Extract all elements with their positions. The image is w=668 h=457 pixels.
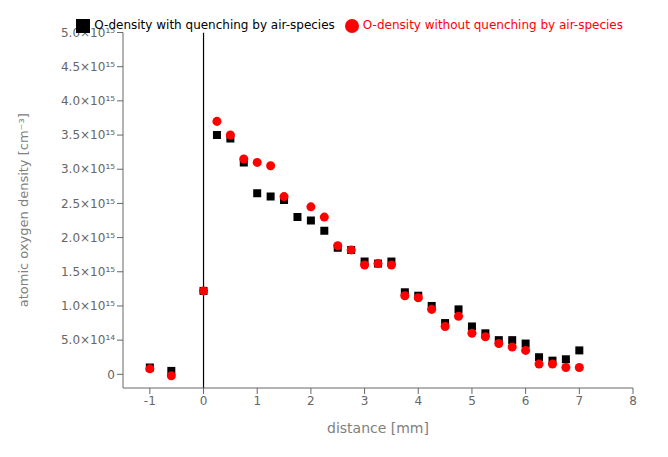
svg-text:6: 6 xyxy=(522,394,530,408)
svg-text:1.5×10¹⁵: 1.5×10¹⁵ xyxy=(61,265,115,279)
svg-text:1.0×10¹⁵: 1.0×10¹⁵ xyxy=(61,299,115,313)
svg-text:2.0×10¹⁵: 2.0×10¹⁵ xyxy=(61,231,115,245)
svg-text:3.5×10¹⁵: 3.5×10¹⁵ xyxy=(61,128,115,142)
svg-text:2.5×10¹⁵: 2.5×10¹⁵ xyxy=(61,197,115,211)
svg-text:atomic oxygen density [cm⁻³]: atomic oxygen density [cm⁻³] xyxy=(16,113,31,307)
svg-text:0: 0 xyxy=(200,394,208,408)
svg-text:0: 0 xyxy=(107,368,115,382)
svg-text:7: 7 xyxy=(575,394,583,408)
svg-text:4: 4 xyxy=(414,394,422,408)
html-text:O-density with quenching by ai: O-density with quenching by air-species xyxy=(94,18,335,32)
svg-text:4.0×10¹⁵: 4.0×10¹⁵ xyxy=(61,94,115,108)
svg-text:2: 2 xyxy=(307,394,315,408)
svg-text:4.5×10¹⁵: 4.5×10¹⁵ xyxy=(61,60,115,74)
html-text:O-density without quenching by: O-density without quenching by air-speci… xyxy=(362,18,623,32)
svg-text:5.0×10¹⁵: 5.0×10¹⁵ xyxy=(61,26,115,40)
svg-text:1: 1 xyxy=(253,394,261,408)
svg-text:8: 8 xyxy=(629,394,637,408)
svg-text:5.0×10¹⁴: 5.0×10¹⁴ xyxy=(61,333,115,347)
svg-text:-1: -1 xyxy=(144,394,156,408)
svg-text:distance [mm]: distance [mm] xyxy=(327,420,429,436)
svg-text:3.0×10¹⁵: 3.0×10¹⁵ xyxy=(61,162,115,176)
svg-text:3: 3 xyxy=(361,394,369,408)
svg-text:5: 5 xyxy=(468,394,476,408)
